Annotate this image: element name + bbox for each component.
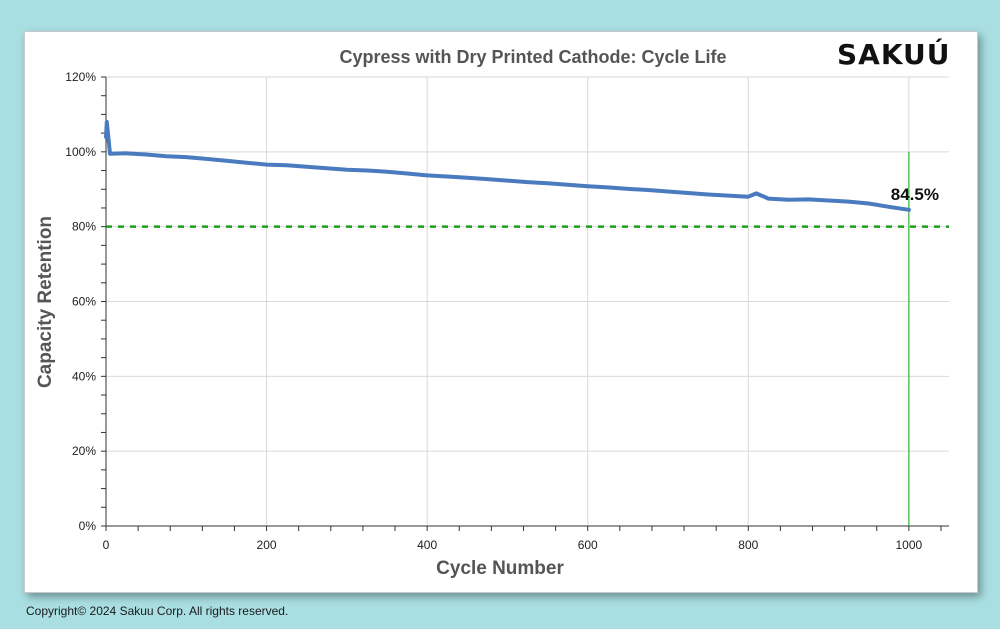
x-tick-label: 400 (417, 538, 437, 552)
copyright-text: Copyright© 2024 Sakuu Corp. All rights r… (26, 604, 289, 618)
series: 84.5% (104, 119, 949, 526)
x-axis-label: Cycle Number (436, 558, 564, 579)
y-tick-label: 120% (65, 70, 96, 84)
x-tick-label: 1000 (896, 538, 923, 552)
capacity-series-line (104, 119, 911, 212)
y-axis-label: Capacity Retention (35, 216, 56, 388)
x-tick-label: 800 (738, 538, 758, 552)
y-tick-label: 100% (65, 145, 96, 159)
chart-title: Cypress with Dry Printed Cathode: Cycle … (339, 47, 726, 67)
chart-card: 0% 20% 40% 60% 80% 100% 120% 0 200 400 600 800 1000 … (24, 31, 978, 593)
y-tick-label: 80% (72, 220, 96, 234)
cycle-life-chart: 0%20%40%60%80%100%120%0 200 400 600 800 1000 … (35, 47, 949, 579)
y-tick-label: 40% (72, 369, 96, 383)
y-tick-label: 60% (72, 295, 96, 309)
y-tick-label: 20% (72, 444, 96, 458)
x-tick-label: 0 (103, 538, 110, 552)
final-retention-label: 84.5% (891, 185, 939, 204)
grid (106, 76, 949, 526)
sakuu-logo: SAKUÚ (837, 38, 951, 71)
x-tick-label: 600 (578, 538, 598, 552)
axes: 0% 20% 40% 60% 80% 100% 120% 0 200 400 600 800 1000 (65, 70, 949, 552)
y-tick-label: 0% (79, 519, 97, 533)
x-tick-label: 200 (257, 538, 277, 552)
